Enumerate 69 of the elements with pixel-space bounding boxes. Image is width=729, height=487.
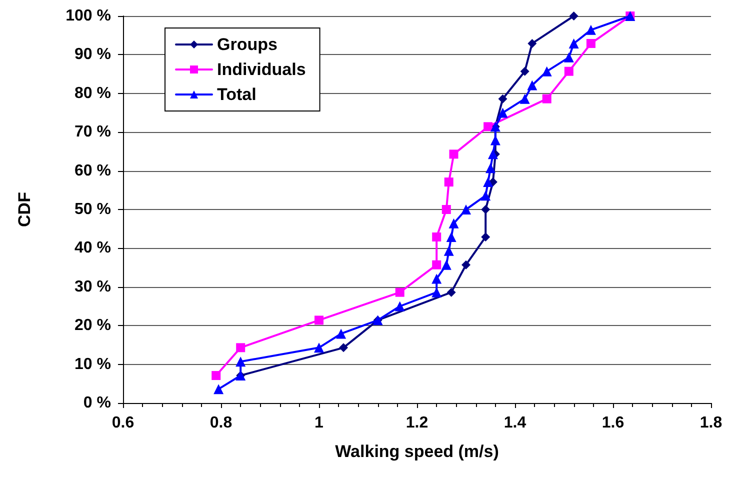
point: [498, 94, 508, 104]
y-tick-label: 80 %: [74, 84, 111, 102]
point: [520, 94, 530, 104]
point: [446, 288, 456, 297]
point: [448, 218, 459, 228]
point: [483, 177, 494, 188]
y-axis-title: CDF: [15, 192, 34, 227]
point: [339, 343, 348, 352]
point: [441, 260, 452, 270]
point: [484, 122, 493, 132]
point: [395, 288, 404, 297]
point: [444, 246, 454, 256]
x-axis-title: Walking speed (m/s): [335, 442, 499, 461]
point: [449, 150, 458, 159]
legend-label: Individuals: [217, 60, 306, 79]
point: [212, 371, 221, 380]
point: [394, 301, 405, 312]
point: [236, 343, 246, 352]
point: [542, 94, 552, 104]
point: [564, 52, 574, 62]
legend-label: Total: [217, 85, 256, 104]
point: [462, 260, 470, 270]
point: [432, 260, 442, 270]
x-tick-label: 1: [314, 414, 324, 432]
point: [444, 178, 454, 187]
x-tick-label: 1.4: [504, 414, 526, 432]
point: [314, 342, 324, 353]
x-tick-label: 0.6: [112, 414, 134, 432]
point: [481, 205, 490, 214]
legend-label: Groups: [217, 35, 278, 54]
point: [432, 274, 442, 284]
y-tick-label: 40 %: [74, 240, 111, 257]
y-tick-label: 0 %: [83, 394, 111, 412]
point: [480, 190, 491, 201]
point: [442, 205, 451, 214]
point: [488, 149, 498, 160]
point: [527, 80, 538, 90]
y-tick-label: 50 %: [74, 201, 111, 218]
x-tick-label: 1.8: [700, 414, 722, 432]
point: [586, 38, 596, 48]
x-tick-label: 1.2: [406, 414, 428, 432]
point: [461, 204, 471, 214]
point: [336, 328, 346, 339]
point: [446, 232, 456, 242]
point: [432, 232, 442, 242]
x-tick-label: 0.8: [210, 414, 232, 432]
point: [568, 38, 579, 48]
point: [564, 66, 574, 76]
point: [528, 38, 537, 48]
point: [236, 356, 246, 367]
point: [520, 66, 530, 76]
point: [542, 66, 552, 76]
point: [432, 287, 442, 298]
x-tick-label: 1.6: [602, 414, 624, 432]
point: [586, 24, 596, 35]
y-tick-label: 60 %: [74, 162, 111, 180]
point: [486, 163, 496, 174]
point: [214, 384, 224, 394]
point: [569, 12, 578, 20]
point: [314, 316, 324, 325]
y-tick-label: 10 %: [74, 356, 111, 373]
y-tick-label: 20 %: [74, 317, 111, 334]
point: [498, 108, 508, 118]
point: [490, 135, 500, 146]
y-tick-label: 100 %: [66, 8, 111, 24]
y-tick-label: 90 %: [74, 46, 111, 64]
y-tick-label: 30 %: [74, 278, 111, 296]
y-tick-label: 70 %: [74, 124, 111, 141]
point: [481, 232, 490, 242]
